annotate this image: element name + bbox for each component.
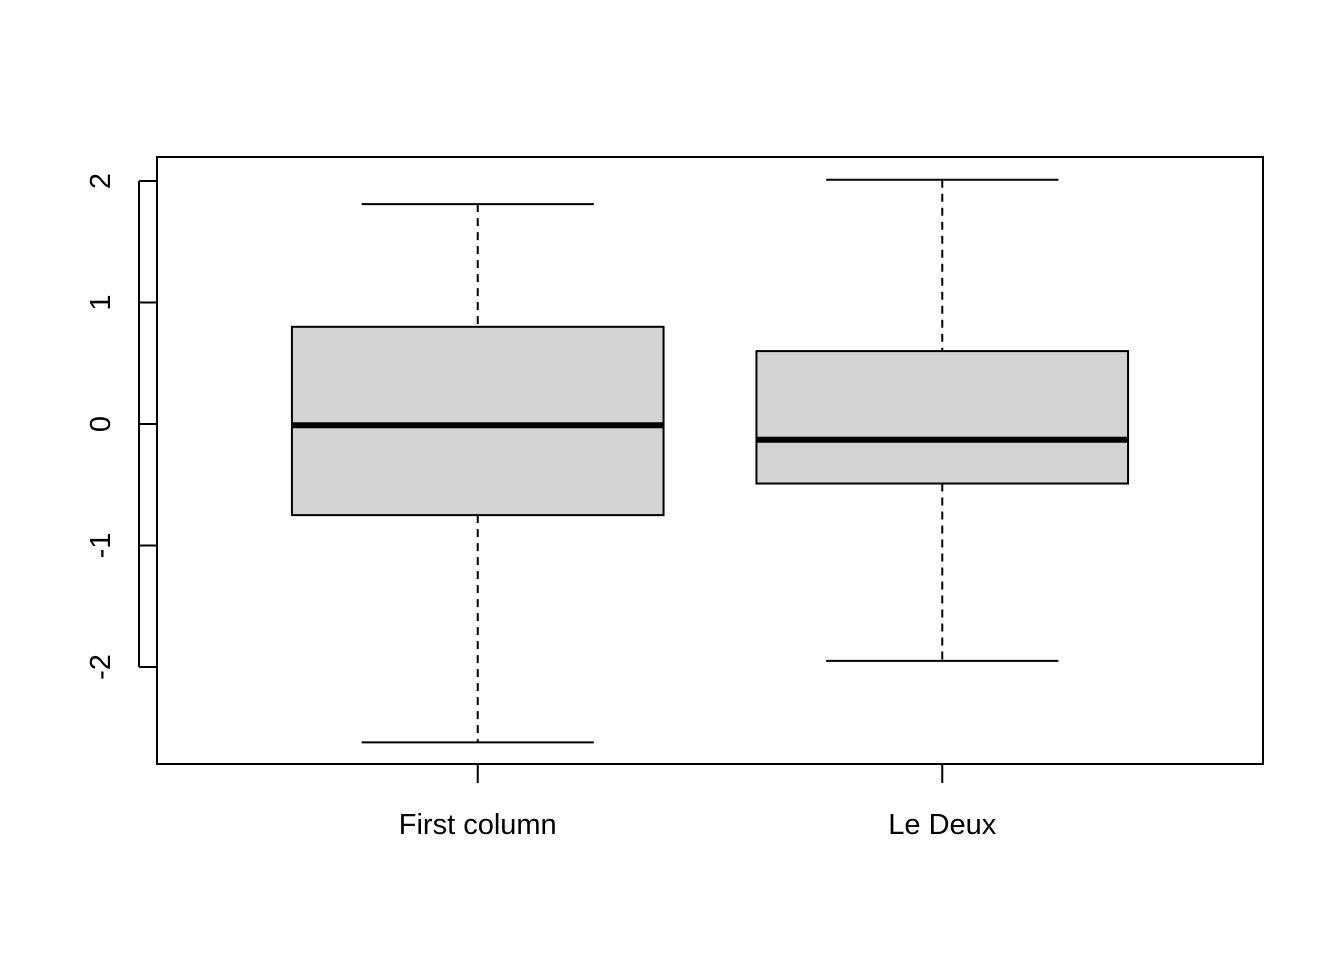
plot-frame: [156, 156, 1264, 765]
y-tick-label: 1: [85, 294, 117, 310]
iqr-box: [755, 350, 1130, 485]
y-tick-label: -1: [85, 533, 117, 559]
x-axis: First column Le Deux: [399, 764, 997, 841]
boxes: [290, 178, 1130, 744]
y-axis: -2 -1 0 1 2: [85, 173, 157, 680]
y-tick-label: 0: [85, 416, 117, 432]
x-tick-label: First column: [399, 809, 557, 841]
box-group: [755, 178, 1130, 662]
x-tick-label: Le Deux: [888, 809, 997, 841]
y-tick-label: 2: [85, 173, 117, 189]
iqr-box: [290, 325, 665, 517]
y-tick-label: -2: [85, 654, 117, 680]
box-group: [290, 203, 665, 744]
